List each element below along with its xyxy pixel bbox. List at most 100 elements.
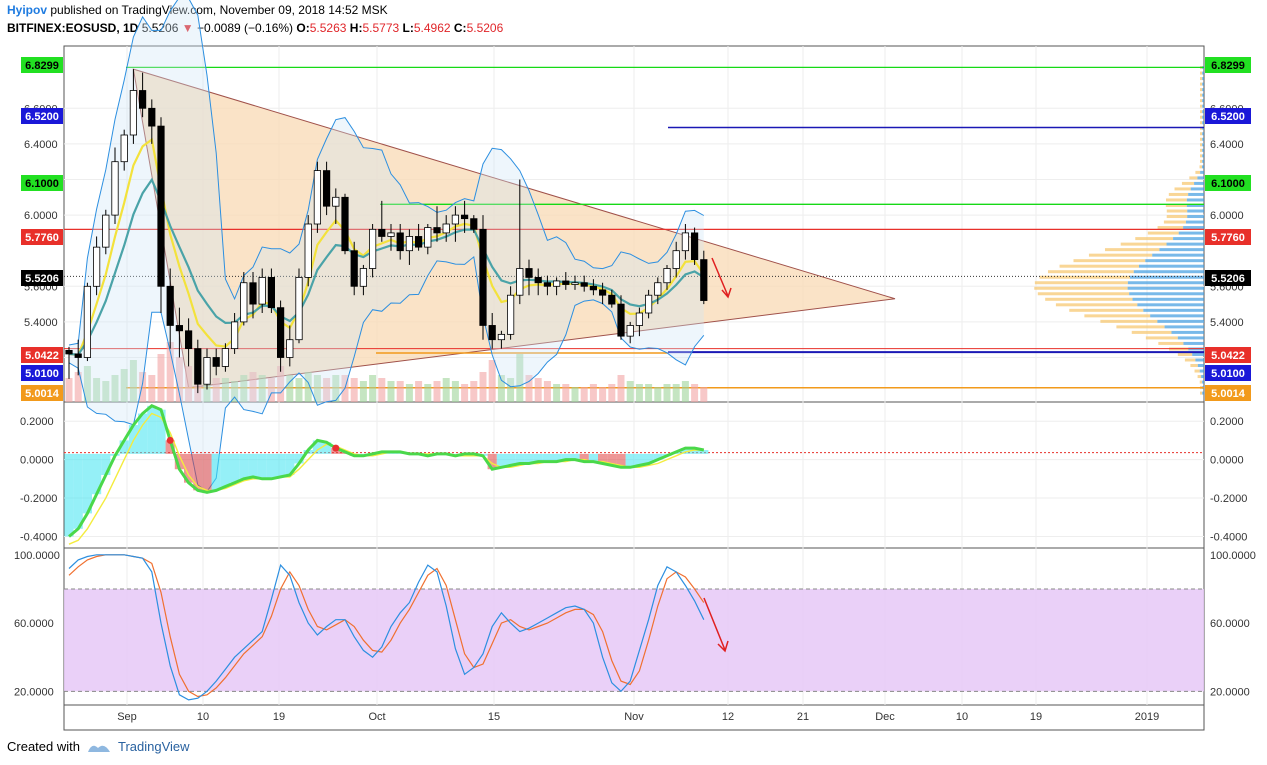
price-change: −0.0089 (−0.16%) <box>196 21 294 35</box>
price-tick-right: 6.4000 <box>1210 139 1244 151</box>
candle-body <box>580 282 588 287</box>
candle <box>332 188 340 224</box>
candle-body <box>65 349 73 355</box>
osc-histogram-bar <box>82 453 92 514</box>
candle-body <box>414 236 423 248</box>
candle <box>635 307 644 337</box>
volume-profile-bar <box>1157 319 1204 323</box>
volume-profile-bar <box>1202 148 1204 152</box>
price-tag-text: 6.8299 <box>1211 60 1245 72</box>
price-tag-text: 5.0100 <box>1211 368 1245 380</box>
price-tick-left: 6.0000 <box>24 210 58 222</box>
author-name[interactable]: Hyipov <box>7 3 48 17</box>
volume-profile-bar <box>1129 275 1204 279</box>
time-tick: 21 <box>797 711 809 723</box>
candle <box>203 348 211 390</box>
price-tag-left <box>21 270 63 286</box>
volume-bar <box>681 381 689 402</box>
volume-bar <box>672 384 680 402</box>
volume-bar <box>635 384 643 402</box>
candle-body <box>460 214 469 220</box>
candle-body <box>470 218 478 230</box>
volume-bar <box>507 378 515 402</box>
down-arrow-icon: ▼ <box>181 21 194 35</box>
candle <box>387 224 395 251</box>
candle-body <box>359 268 368 287</box>
osc-histogram-bar <box>101 453 111 475</box>
candle-body <box>276 307 285 358</box>
volume-profile-bar <box>1199 165 1202 169</box>
osc-histogram-bar <box>211 453 221 491</box>
volume-profile-bar <box>1202 137 1204 141</box>
volume-profile-bar <box>1200 71 1203 75</box>
volume-profile-bar <box>1184 358 1196 362</box>
volume-profile-bar <box>1059 264 1139 268</box>
price-tag-left <box>21 365 63 381</box>
candle <box>442 215 450 242</box>
osc-histogram-bar <box>138 413 148 454</box>
volume-profile-bar <box>1199 380 1203 384</box>
volume-profile-bar <box>1166 215 1188 219</box>
volume-bar <box>387 381 395 402</box>
candle-body <box>157 125 165 287</box>
price-tag-text: 6.1000 <box>1211 178 1245 190</box>
stoch-tick-left: 60.0000 <box>14 618 54 630</box>
candle-body <box>194 348 202 385</box>
price-tag-text: 6.8299 <box>25 60 59 72</box>
volume-profile-bar <box>1202 115 1204 119</box>
volume-profile-bar <box>1157 226 1184 230</box>
volume-profile-bar <box>1100 319 1158 323</box>
candle-body <box>258 276 266 305</box>
volume-profile-bar <box>1104 248 1160 252</box>
volume-bar <box>451 381 459 402</box>
osc-histogram-bar <box>220 453 230 487</box>
candle <box>313 161 322 233</box>
volume-profile-bar <box>1133 270 1204 274</box>
ema-fast-line <box>68 137 705 357</box>
candle-body <box>304 223 312 278</box>
volume-bar <box>470 381 478 402</box>
candle-body <box>332 196 340 207</box>
osc-histogram-bar <box>487 453 497 470</box>
volume-bar <box>332 375 340 402</box>
volume-profile-bar <box>1034 281 1128 285</box>
price-tag-right <box>1205 175 1251 191</box>
volume-profile-bar <box>1188 192 1204 196</box>
volume-profile-bar <box>1202 159 1204 163</box>
created-with-text: Created with <box>7 739 80 754</box>
osc-histogram-bar <box>92 453 102 495</box>
volume-bar <box>258 375 266 402</box>
candle <box>166 268 174 349</box>
osc-tick-right: -0.2000 <box>1210 493 1247 505</box>
osc-histogram-bar <box>202 453 212 493</box>
candle-body <box>553 280 561 287</box>
candle-body <box>562 280 570 285</box>
volume-bar <box>626 381 634 402</box>
time-tick: 10 <box>956 711 968 723</box>
volume-profile-bar <box>1084 314 1151 318</box>
candle <box>212 348 220 376</box>
volume-profile-bar <box>1164 325 1204 329</box>
volume-profile-bar <box>1163 220 1186 224</box>
forecast-arrow-icon <box>711 257 732 299</box>
volume-bar <box>267 378 275 402</box>
volume-bar <box>231 381 239 402</box>
volume-profile-bar <box>1120 242 1167 246</box>
volume-profile-bar <box>1037 292 1130 296</box>
candle <box>148 99 156 144</box>
stoch-d-line <box>68 554 705 698</box>
volume-profile-bar <box>1143 308 1204 312</box>
axes: Sep1019Oct15Nov1221Dec101920196.60006.60… <box>14 57 1256 723</box>
candle-body <box>497 333 506 341</box>
candle-body <box>571 282 579 285</box>
candle <box>488 313 496 349</box>
volume-profile-bar <box>1200 170 1204 174</box>
candle-body <box>681 232 690 252</box>
osc-histogram-bar <box>653 453 663 460</box>
volume-profile-bar <box>1194 181 1204 185</box>
tradingview-link[interactable]: TradingView <box>117 739 190 754</box>
candle <box>571 275 579 290</box>
volume-profile-bar <box>1202 93 1204 97</box>
oscillator-pane <box>64 404 1204 545</box>
